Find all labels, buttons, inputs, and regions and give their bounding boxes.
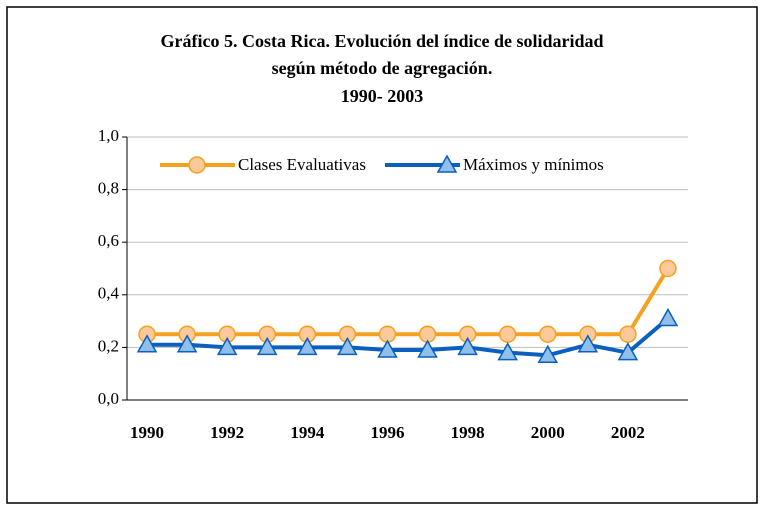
marker [617,342,639,361]
marker [337,336,358,356]
x-tick-label: 1996 [370,423,404,442]
y-tick-label: 1,0 [98,126,119,145]
marker [619,325,637,343]
marker [537,344,559,364]
y-tick-label: 0,6 [98,231,119,250]
marker [457,336,478,356]
marker [297,336,318,356]
x-tick-label: 1990 [130,423,164,442]
chart-title: Gráfico 5. Costa Rica. Evolución del índ… [160,31,603,51]
y-tick-label: 0,8 [98,179,119,198]
marker [417,339,438,358]
x-tick-label: 1994 [290,423,325,442]
marker [377,339,398,358]
marker [498,325,517,343]
y-tick-label: 0,2 [98,336,119,355]
x-tick-label: 1992 [210,423,244,442]
marker [136,334,158,353]
x-tick-label: 1998 [451,423,485,442]
chart-title: 1990- 2003 [341,86,424,106]
chart-title: según método de agregación. [272,58,493,78]
marker [216,336,238,356]
marker [436,154,458,173]
marker [188,156,206,174]
marker [497,342,518,361]
y-tick-label: 0,0 [98,389,119,408]
marker [176,334,198,353]
marker [657,307,679,327]
legend-label: Máximos y mínimos [463,155,604,174]
legend-label: Clases Evaluativas [238,155,366,174]
marker [577,334,599,353]
y-tick-label: 0,4 [98,284,120,303]
x-tick-label: 2000 [531,423,565,442]
x-tick-label: 2002 [611,423,645,442]
marker [659,259,677,278]
chart-frame [6,6,758,504]
marker [256,336,278,356]
marker [539,325,557,343]
